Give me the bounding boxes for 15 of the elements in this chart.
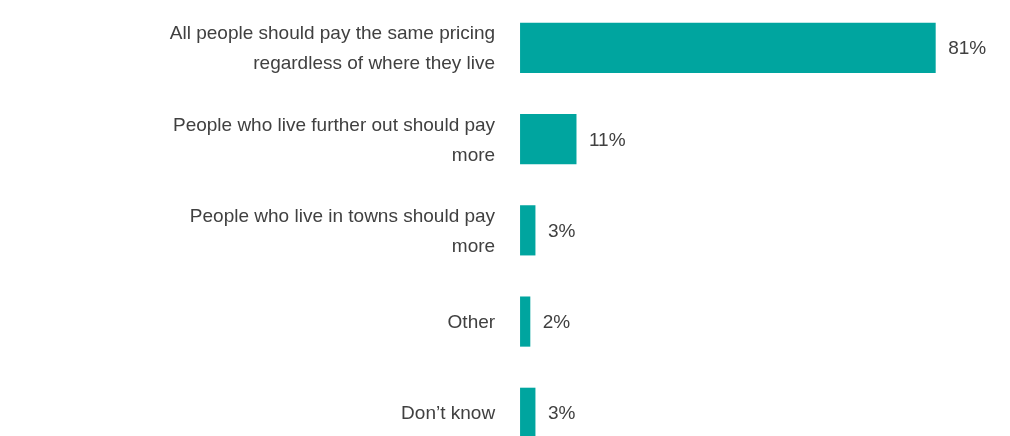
y-tick-label: Don’t know [401, 402, 496, 424]
data-label: 2% [542, 311, 571, 333]
y-tick-label: People who live further out should pay more [172, 113, 496, 165]
data-label: 11% [588, 128, 626, 150]
y-tick-label: Other [447, 311, 496, 333]
y-tick-label: All people should pay the same pricing regardless of where they live [169, 22, 496, 74]
data-label: 3% [547, 219, 576, 241]
data-label: 81% [948, 37, 987, 59]
bar [520, 22, 936, 74]
bar [520, 387, 536, 436]
bar [520, 205, 536, 256]
bar [520, 296, 531, 347]
y-tick-label: People who live in towns should pay more [189, 204, 496, 256]
data-label: 3% [547, 402, 576, 424]
bar [520, 114, 577, 165]
